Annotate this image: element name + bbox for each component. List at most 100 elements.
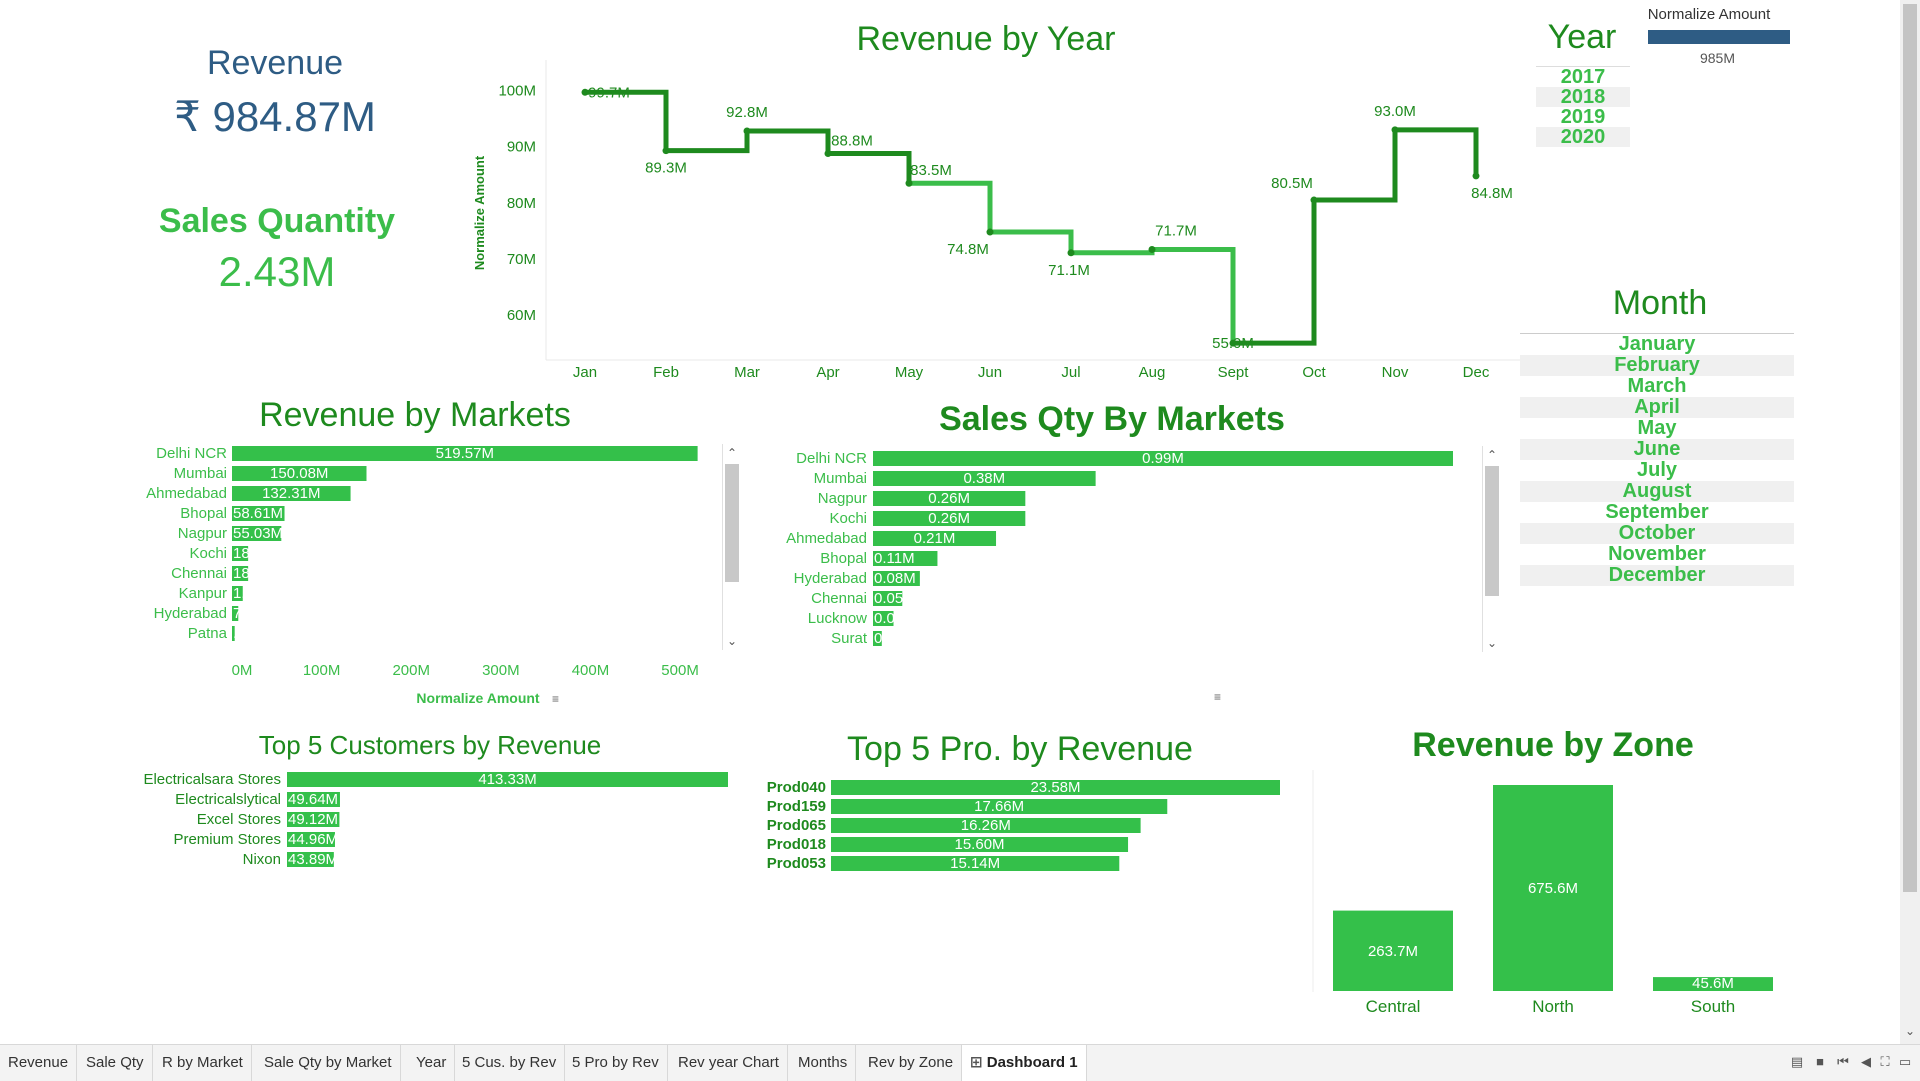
month-filter-item[interactable]: February [1520, 355, 1794, 376]
month-filter-item[interactable]: March [1627, 375, 1687, 397]
month-filter-item[interactable]: June [1520, 439, 1794, 460]
bar [831, 818, 1141, 833]
bar-value-label: 44.96M [288, 831, 338, 848]
month-filter-item[interactable]: April [1520, 397, 1794, 418]
bar-value-label: 675.6M [1528, 880, 1578, 897]
revenue-by-markets-title: Revenue by Markets [259, 396, 571, 434]
bar-value-label: 0.05 [874, 590, 903, 607]
bar [1493, 785, 1613, 991]
data-label: 92.8M [726, 104, 768, 121]
month-filter-item[interactable]: August [1520, 481, 1794, 502]
month-filter-item[interactable]: May [1637, 417, 1677, 439]
bar [232, 626, 235, 641]
bar [831, 780, 1280, 795]
bar [873, 531, 997, 546]
scroll-down-icon[interactable]: ⌄ [726, 634, 738, 648]
sheet-tab[interactable]: 5 Pro by Rev [564, 1045, 668, 1081]
sheet-tab[interactable]: Revenue [0, 1045, 78, 1081]
line-segment [585, 89, 669, 151]
data-point [1310, 196, 1318, 204]
scrollbar-thumb[interactable] [1485, 466, 1499, 596]
first-sheet-icon[interactable]: ⏮ [1837, 1054, 1849, 1069]
data-label: 89.3M [645, 160, 687, 177]
bar [873, 451, 1453, 466]
x-tick-label: Nov [1382, 364, 1409, 381]
page-scrollbar[interactable]: ⌄ [1900, 0, 1920, 1044]
qty-scrollbar[interactable]: ⌃ ⌄ [1482, 446, 1501, 652]
sheet-tab[interactable]: Rev by Zone [860, 1045, 963, 1081]
fullscreen-icon[interactable]: ⛶ [1880, 1054, 1890, 1069]
year-filter-item[interactable]: 2018 [1536, 87, 1630, 107]
data-point [986, 228, 994, 236]
category-label: Excel Stores [197, 811, 281, 828]
markets-scrollbar[interactable]: ⌃ ⌄ [722, 444, 741, 650]
bar [831, 837, 1129, 852]
year-filter-item[interactable]: 2020 [1536, 127, 1630, 147]
x-tick-label: 100M [303, 662, 341, 679]
bar-value-label: 49.64M [288, 791, 338, 808]
data-label: 84.8M [1471, 185, 1513, 202]
scroll-up-icon[interactable]: ⌃ [726, 446, 738, 460]
prev-sheet-icon[interactable]: ◀ [1861, 1054, 1871, 1069]
data-label: 99.7M [588, 84, 630, 101]
bar [232, 566, 249, 581]
scroll-down-icon[interactable]: ⌄ [1904, 1024, 1916, 1038]
bar-value-label: 43.89M [288, 851, 338, 868]
line-segment [828, 150, 912, 184]
sheet-tab-label: Dashboard 1 [986, 1054, 1078, 1071]
sheet-tab[interactable]: 5 Cus. by Rev [454, 1045, 566, 1081]
y-tick-label: 70M [507, 251, 536, 268]
scrollbar-thumb[interactable] [725, 464, 739, 582]
legend-title: Normalize Amount [1647, 6, 1771, 23]
sheet-tab[interactable]: Year [408, 1045, 456, 1081]
scroll-down-icon[interactable]: ⌄ [1486, 636, 1498, 650]
month-filter-item[interactable]: September [1605, 501, 1709, 523]
present-icon[interactable]: ▭ [1898, 1054, 1912, 1069]
month-filter-item[interactable]: July [1636, 459, 1678, 481]
sheet-tab[interactable]: Sale Qty [78, 1045, 153, 1081]
filmstrip-view-icon[interactable]: ■ [1816, 1054, 1824, 1069]
dashboard-icon: ⊞ [970, 1054, 987, 1071]
line-segment [747, 128, 831, 154]
x-tick-label: Dec [1463, 364, 1490, 381]
month-filter-item[interactable]: November [1608, 543, 1706, 565]
month-filter-item[interactable]: October [1520, 523, 1794, 544]
x-tick-label: 200M [392, 662, 430, 679]
data-label: 74.8M [947, 241, 989, 258]
category-label: Kochi [829, 510, 867, 527]
category-label: South [1691, 997, 1735, 1016]
sheet-tab[interactable]: ⊞ Dashboard 1 [962, 1045, 1087, 1081]
year-filter-item[interactable]: 2019 [1560, 106, 1606, 128]
category-label: Nagpur [178, 525, 227, 542]
sheet-tab[interactable]: Months [790, 1045, 857, 1081]
revenue-by-markets-axis: 0M 100M 200M 300M 400M 500M Normalize Amount ≡ [232, 662, 699, 706]
sheet-tab[interactable]: R by Market [154, 1045, 252, 1081]
sort-icon[interactable]: ≡ [1214, 690, 1222, 704]
sheet-tab[interactable]: Sale Qty by Market [256, 1045, 401, 1081]
grid-view-icon[interactable]: ▤ [1790, 1054, 1804, 1069]
month-filter-item[interactable]: January [1618, 333, 1696, 355]
page-scrollbar-thumb[interactable] [1903, 4, 1917, 892]
data-label: 80.5M [1271, 175, 1313, 192]
bar-value-label: 150.08M [270, 465, 328, 482]
category-label: Central [1366, 997, 1421, 1016]
bar-value-label: 0.21M [914, 530, 956, 547]
sales-qty-kpi-value: 2.43M [218, 248, 336, 295]
category-label: Kochi [189, 545, 227, 562]
category-label: Hyderabad [794, 570, 867, 587]
top-products-chart: Prod040 23.58M Prod159 17.66M Prod065 16.26M P… [767, 779, 1280, 872]
month-filter-item[interactable]: December [1520, 565, 1794, 586]
sheet-tab[interactable]: Rev year Chart [670, 1045, 788, 1081]
bar [232, 486, 351, 501]
bar-value-label: 0 [874, 630, 882, 647]
data-point [581, 88, 589, 96]
line-segment [666, 131, 750, 154]
year-filter-item[interactable]: 2017 [1560, 66, 1606, 88]
category-label: Ahmedabad [786, 530, 867, 547]
bar-value-label: 7 [233, 605, 241, 622]
bar [873, 551, 938, 566]
scroll-up-icon[interactable]: ⌃ [1486, 448, 1498, 462]
line-segment [1395, 127, 1479, 176]
category-label: Mumbai [174, 465, 227, 482]
data-label: 83.5M [910, 162, 952, 179]
